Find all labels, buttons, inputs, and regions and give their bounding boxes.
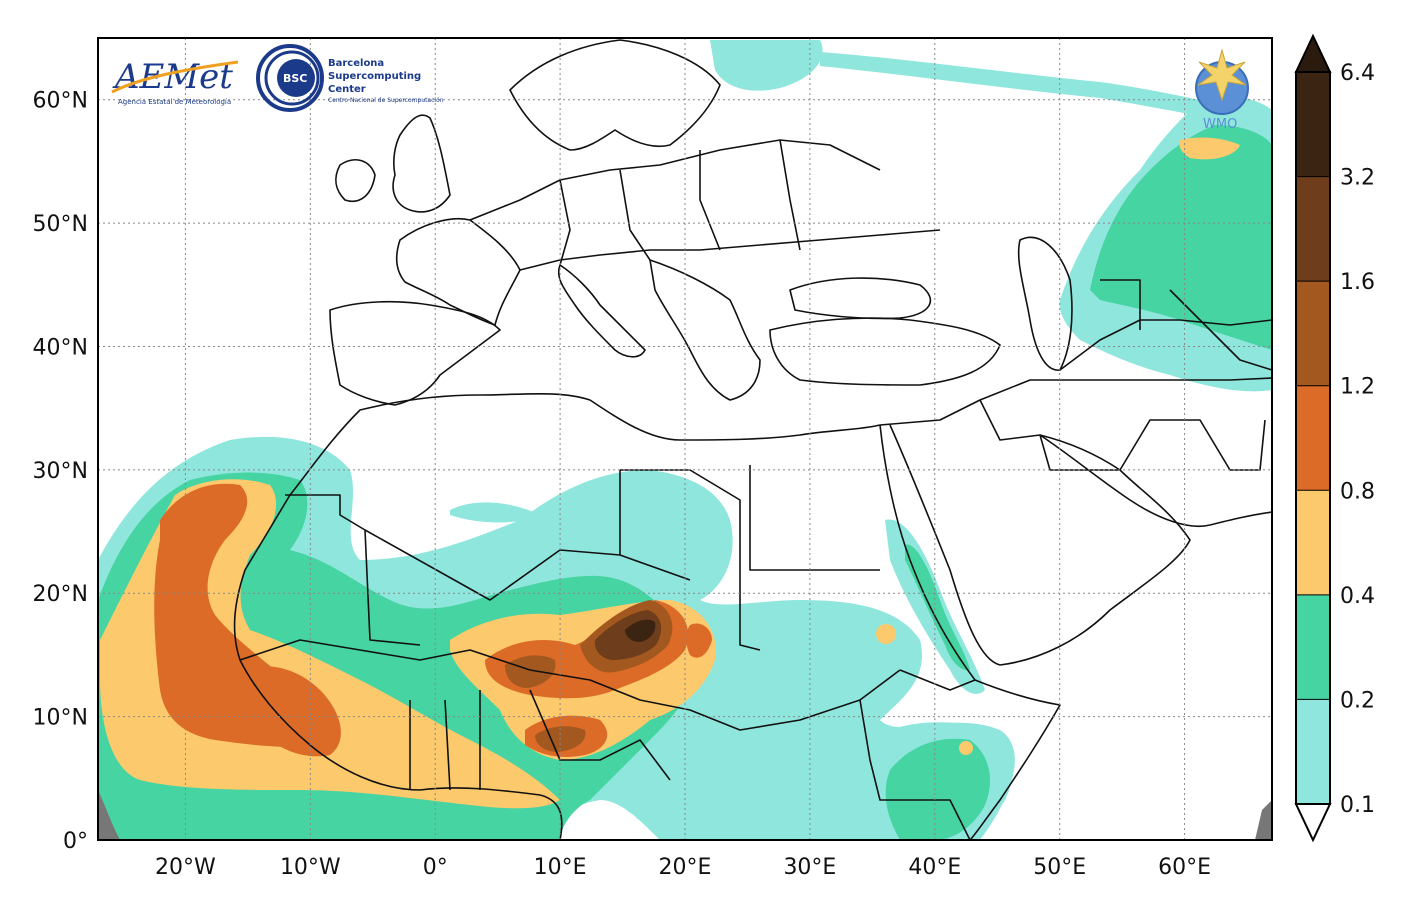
bsc-logo-ring-outer — [256, 44, 324, 112]
colorbar-segment-1 — [1296, 594, 1330, 700]
border-europe-2 — [519, 229, 941, 271]
colorbar-frame — [1295, 71, 1331, 805]
colorbar-level-label: 0.2 — [1340, 688, 1375, 713]
wmo-logo-text: WMO — [1203, 117, 1237, 132]
colorbar-segment-6 — [1296, 72, 1330, 177]
wmo-star-icon — [1197, 48, 1247, 102]
contour-level-3-2 — [625, 619, 656, 642]
lat-tick-label: 40°N — [33, 335, 88, 360]
border-sahara-west — [285, 494, 421, 646]
lon-tick-label: 20°E — [659, 855, 712, 880]
lon-tick-label: 0° — [423, 855, 448, 880]
coast-red-sea-west — [879, 424, 976, 681]
contour-east-africa-green — [885, 738, 990, 840]
longitude-tick-labels: 20°W 10°W 0° 10°E 20°E 30°E 40°E 50°E 60°E — [155, 855, 1211, 880]
border-sahel — [239, 639, 901, 731]
aemet-logo-subtitle: Agencia Estatal de Meteorología — [118, 98, 231, 106]
coast-france — [395, 217, 521, 326]
colorbar: 0.1 0.2 0.4 0.8 1.2 1.6 3.2 6.4 — [1294, 33, 1375, 843]
lon-tick-label: 50°E — [1033, 855, 1086, 880]
bsc-logo-core — [277, 59, 315, 97]
coast-great-britain — [392, 114, 451, 213]
contour-arctic-streak — [820, 52, 1272, 130]
colorbar-segment-4 — [1296, 281, 1330, 386]
contour-niger-brown — [505, 655, 556, 688]
colorbar-extend-low — [1294, 803, 1332, 843]
coast-iberia — [329, 300, 501, 406]
bsc-logo-line2: Supercomputing — [328, 71, 421, 82]
bsc-logo: BSC Barcelona Supercomputing Center Cent… — [256, 44, 444, 112]
coast-north-africa — [289, 392, 881, 496]
coast-scandinavia — [509, 39, 721, 151]
coast-persian-gulf — [1039, 434, 1211, 528]
contour-ethiopia-spot — [959, 741, 973, 755]
aemet-logo-swoosh — [111, 60, 239, 94]
colorbar-segment-2 — [1296, 490, 1330, 595]
bsc-logo-badge: BSC — [283, 72, 307, 85]
lon-tick-label: 60°E — [1158, 855, 1211, 880]
contour-guinea-orange — [238, 666, 341, 757]
colorbar-segment-0 — [1296, 699, 1330, 804]
coast-black-sea — [789, 277, 932, 320]
wmo-logo: WMO — [1195, 48, 1249, 132]
colorbar-level-label: 1.6 — [1340, 270, 1375, 295]
contour-sudan-orange — [686, 623, 712, 658]
lat-tick-label: 50°N — [33, 212, 88, 237]
lat-tick-label: 30°N — [33, 459, 88, 484]
lat-tick-label: 10°N — [33, 706, 88, 731]
graticule-gridlines — [98, 38, 1272, 840]
lon-tick-label: 40°E — [908, 855, 961, 880]
bsc-logo-line1: Barcelona — [328, 58, 384, 69]
colorbar-level-label: 1.2 — [1340, 375, 1375, 400]
bsc-logo-ring-mid — [264, 50, 320, 106]
colorbar-segment-5 — [1296, 176, 1330, 282]
aemet-logo-text: AEMet — [112, 57, 233, 97]
contour-sahara-north — [450, 502, 540, 523]
no-data-corner-left — [98, 790, 120, 840]
no-data-corner-right — [1255, 800, 1272, 840]
coast-ireland — [335, 159, 376, 202]
bsc-logo-line3: Center — [328, 84, 366, 95]
border-east-africa — [859, 669, 976, 840]
colorbar-level-label: 3.2 — [1340, 166, 1375, 191]
coast-horn-of-africa — [969, 679, 1061, 840]
border-libya-chad — [619, 469, 761, 651]
contour-chad-darkest — [625, 619, 656, 642]
map-frame — [97, 37, 1273, 841]
border-europe-1 — [469, 139, 881, 221]
contour-sudan-spot — [876, 624, 896, 644]
coast-italy — [557, 264, 646, 358]
lon-tick-label: 20°W — [155, 855, 216, 880]
bsc-logo-subtitle: Centro Nacional de Supercomputación — [328, 97, 444, 104]
colorbar-level-label: 6.4 — [1340, 61, 1375, 86]
contour-red-sea-green — [905, 544, 970, 671]
latitude-tick-labels: 60°N 50°N 40°N 30°N 20°N 10°N 0° — [33, 89, 88, 854]
lon-tick-label: 10°E — [534, 855, 587, 880]
coast-arabia — [889, 424, 1191, 666]
contour-asia-yellow-spot — [1179, 137, 1240, 160]
aemet-logo: AEMet Agencia Estatal de Meteorología — [111, 57, 239, 106]
map-content — [98, 38, 1272, 840]
colorbar-extend-high — [1294, 33, 1332, 73]
contour-scandinavia — [710, 40, 823, 91]
colorbar-level-label: 0.8 — [1340, 479, 1375, 504]
lon-tick-label: 10°W — [280, 855, 341, 880]
lon-tick-label: 30°E — [783, 855, 836, 880]
lat-tick-label: 20°N — [33, 582, 88, 607]
contour-central-asia-green — [1090, 125, 1272, 350]
colorbar-level-label: 0.1 — [1340, 793, 1375, 818]
border-middle-east — [879, 377, 1272, 426]
coast-balkans — [649, 259, 761, 401]
border-europe-3 — [559, 139, 801, 266]
lat-tick-label: 0° — [63, 829, 88, 854]
lat-tick-label: 60°N — [33, 89, 88, 114]
border-egypt-sudan — [749, 465, 880, 571]
colorbar-level-label: 0.4 — [1340, 584, 1375, 609]
coast-iran-pakistan — [1209, 511, 1272, 526]
border-gulf-guinea — [409, 689, 671, 791]
colorbar-segment-3 — [1296, 385, 1330, 491]
